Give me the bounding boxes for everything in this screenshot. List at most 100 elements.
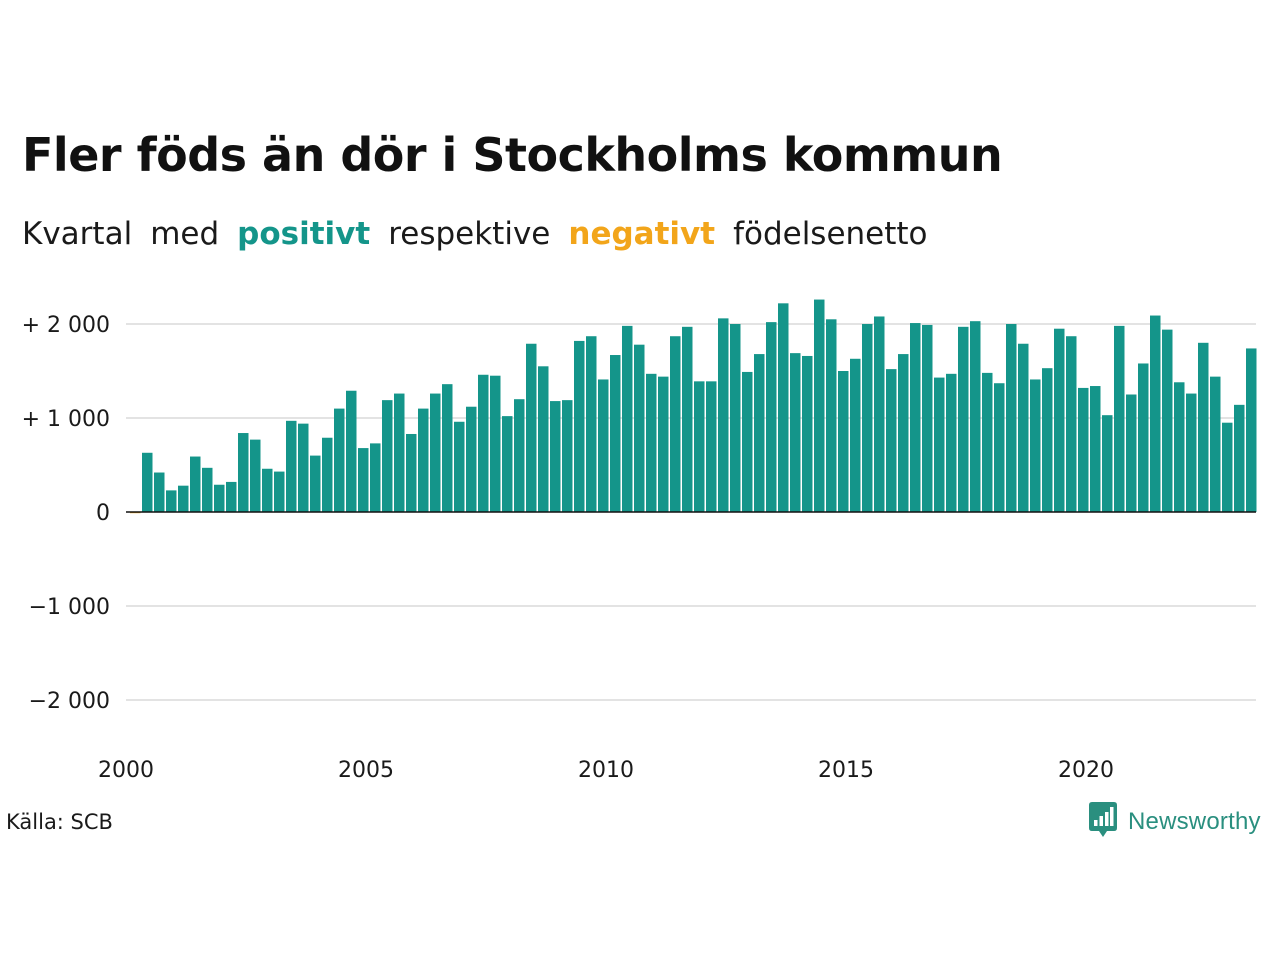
bar-positive bbox=[994, 383, 1005, 512]
bar-positive bbox=[238, 433, 249, 512]
chart-title: Fler föds än dör i Stockholms kommun bbox=[22, 128, 1003, 182]
bar-positive bbox=[298, 423, 309, 512]
bar-positive bbox=[394, 393, 405, 512]
bar-positive bbox=[982, 372, 993, 512]
chart-subtitle: Kvartal med positivt respektive negativt föde… bbox=[22, 216, 946, 252]
bar-positive bbox=[1042, 368, 1053, 512]
bar-positive bbox=[910, 323, 921, 512]
bar-positive bbox=[898, 354, 909, 512]
x-tick-label: 2000 bbox=[98, 758, 154, 783]
y-tick-label: 0 bbox=[96, 501, 110, 526]
brand-logo: Newsworthy bbox=[1088, 802, 1261, 842]
bar-positive bbox=[310, 455, 321, 512]
axis-labels: + 2 000 + 1 000 0 −1 000 −2 000 2000 2005 2010 2… bbox=[22, 313, 1256, 783]
bar-positive bbox=[442, 384, 453, 512]
bar-positive bbox=[634, 344, 645, 512]
bar-positive bbox=[250, 439, 261, 512]
bar-series bbox=[130, 299, 1257, 514]
subtitle-negative-label: negativt bbox=[568, 216, 716, 252]
bar-positive bbox=[1126, 394, 1137, 512]
bar-positive bbox=[850, 358, 861, 512]
bar-positive bbox=[586, 336, 597, 512]
bar-positive bbox=[1066, 336, 1077, 512]
bar-positive bbox=[382, 400, 393, 512]
bar-positive bbox=[430, 393, 441, 512]
bar-positive bbox=[490, 375, 501, 512]
bar-positive bbox=[454, 421, 465, 512]
bar-positive bbox=[1102, 415, 1113, 512]
bar-positive bbox=[886, 369, 897, 512]
subtitle-word-kvartal: Kvartal bbox=[22, 216, 133, 252]
bar-positive bbox=[1078, 387, 1089, 512]
bar-positive bbox=[154, 472, 165, 512]
bar-positive bbox=[730, 324, 741, 512]
bar-positive bbox=[874, 316, 885, 512]
subtitle-positive-label: positivt bbox=[237, 216, 371, 252]
bar-positive bbox=[694, 381, 705, 512]
bar-positive bbox=[1006, 324, 1017, 512]
bar-positive bbox=[1174, 382, 1185, 512]
x-tick-label: 2005 bbox=[338, 758, 394, 783]
bar-positive bbox=[1246, 348, 1257, 512]
bar-positive bbox=[598, 379, 609, 512]
y-tick-label: + 1 000 bbox=[22, 407, 110, 432]
bar-positive bbox=[1234, 404, 1245, 512]
bar-positive bbox=[646, 373, 657, 512]
bar-positive bbox=[334, 408, 345, 512]
bar-positive bbox=[610, 355, 621, 512]
bar-positive bbox=[790, 353, 801, 512]
bar-positive bbox=[562, 400, 573, 512]
bar-positive bbox=[406, 433, 417, 512]
x-tick-label: 2020 bbox=[1058, 758, 1114, 783]
bar-positive bbox=[286, 420, 297, 512]
bar-positive bbox=[814, 299, 825, 512]
bar-positive bbox=[682, 326, 693, 512]
bar-positive bbox=[178, 485, 189, 512]
bar-positive bbox=[202, 467, 213, 512]
bar-positive bbox=[1090, 386, 1101, 512]
bar-positive bbox=[1030, 379, 1041, 512]
subtitle-word-fodelsenetto: födelsenetto bbox=[733, 216, 928, 252]
bar-positive bbox=[922, 324, 933, 512]
bar-positive bbox=[370, 443, 381, 512]
bar-positive bbox=[526, 343, 537, 512]
bar-positive bbox=[190, 456, 201, 512]
bar-positive bbox=[538, 366, 549, 512]
bar-positive bbox=[262, 468, 273, 512]
source-note: Källa: SCB bbox=[6, 810, 113, 834]
bar-positive bbox=[958, 326, 969, 512]
bar-positive bbox=[1138, 363, 1149, 512]
y-tick-label: + 2 000 bbox=[22, 313, 110, 338]
newsworthy-logo-icon bbox=[1088, 801, 1118, 843]
bar-positive bbox=[670, 336, 681, 512]
bar-positive bbox=[466, 406, 477, 512]
bar-positive bbox=[550, 401, 561, 512]
bar-positive bbox=[1186, 393, 1197, 512]
bar-positive bbox=[802, 355, 813, 512]
bar-positive bbox=[478, 374, 489, 512]
bar-positive bbox=[934, 377, 945, 512]
brand-name: Newsworthy bbox=[1128, 808, 1261, 835]
bar-positive bbox=[862, 324, 873, 512]
bar-positive bbox=[346, 390, 357, 512]
x-tick-label: 2010 bbox=[578, 758, 634, 783]
bar-positive bbox=[1114, 325, 1125, 512]
bar-positive bbox=[826, 319, 837, 512]
bar-positive bbox=[274, 471, 285, 512]
bar-positive bbox=[1210, 376, 1221, 512]
subtitle-word-med: med bbox=[150, 216, 220, 252]
bar-positive bbox=[766, 322, 777, 512]
bar-positive bbox=[418, 408, 429, 512]
bar-positive bbox=[1150, 315, 1161, 512]
bar-positive bbox=[970, 321, 981, 512]
bar-positive bbox=[322, 437, 333, 512]
bar-positive bbox=[658, 376, 669, 512]
bar-positive bbox=[574, 340, 585, 512]
bar-positive bbox=[226, 481, 237, 512]
bar-positive bbox=[214, 484, 225, 512]
bar-positive bbox=[706, 381, 717, 512]
y-tick-label: −1 000 bbox=[29, 595, 110, 620]
bar-positive bbox=[754, 354, 765, 512]
bar-positive bbox=[1162, 329, 1173, 512]
